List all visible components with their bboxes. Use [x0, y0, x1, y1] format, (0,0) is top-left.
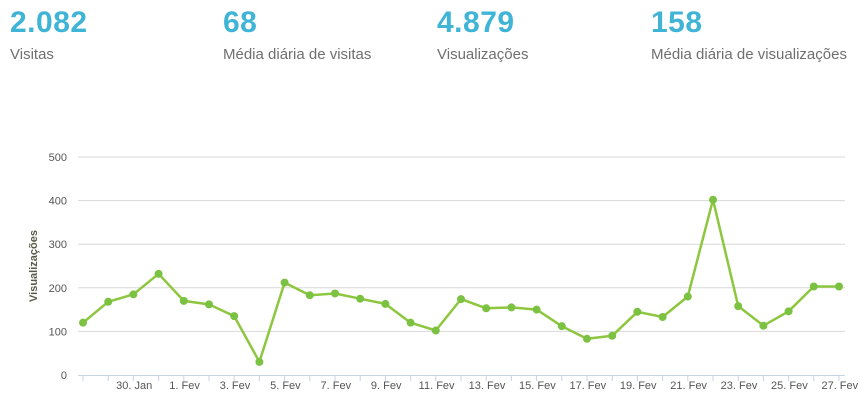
y-axis-label: Visualizações [28, 230, 40, 302]
data-point[interactable] [154, 269, 163, 278]
stat-visits-value: 2.082 [10, 6, 88, 39]
stat-daily-pageviews: 158 Média diária de visualizações [651, 0, 847, 65]
x-axis: 30. Jan 1. Fev 3. Fev 5. Fev 7. Fev 9. Fev 11.… [78, 375, 859, 392]
summary-stats: 2.082 Visitas 68 Média diária de visitas… [0, 0, 865, 80]
stat-daily-visits-label: Média diária de visitas [223, 46, 372, 63]
y-tick-label: 500 [49, 152, 67, 164]
y-tick-label: 0 [61, 370, 67, 382]
data-point[interactable] [431, 326, 440, 335]
series-pageviews [79, 195, 843, 366]
data-point[interactable] [809, 282, 818, 291]
data-point[interactable] [381, 299, 390, 308]
data-point[interactable] [683, 292, 692, 301]
stat-daily-visits-value: 68 [223, 6, 258, 39]
y-tick-label: 100 [49, 326, 67, 338]
data-point[interactable] [205, 300, 213, 309]
x-tick-label: 15. Fev [519, 380, 556, 392]
data-point[interactable] [129, 290, 138, 299]
x-tick-label: 5. Fev [270, 380, 301, 392]
data-point[interactable] [784, 307, 793, 316]
x-tick-label: 3. Fev [220, 380, 251, 392]
x-tick-label: 21. Fev [670, 380, 707, 392]
x-tick-label: 9. Fev [371, 380, 402, 392]
stat-daily-pageviews-label: Média diária de visualizações [651, 46, 847, 63]
data-point[interactable] [104, 297, 113, 306]
data-point[interactable] [482, 304, 491, 313]
x-tick-label: 11. Fev [419, 380, 455, 392]
x-tick-label: 1. Fev [169, 380, 200, 392]
stat-daily-pageviews-value: 158 [651, 6, 703, 39]
data-point[interactable] [457, 295, 465, 304]
x-tick-label: 27. Fev [821, 380, 858, 392]
data-point[interactable] [230, 312, 239, 321]
stat-daily-visits: 68 Média diária de visitas [223, 0, 371, 65]
y-axis-ticks: 0 100 200 300 400 500 [49, 152, 67, 382]
data-point[interactable] [79, 318, 87, 327]
data-point[interactable] [406, 318, 415, 327]
x-tick-label: 19. Fev [620, 380, 657, 392]
data-point[interactable] [759, 321, 768, 330]
data-point[interactable] [557, 322, 566, 331]
x-tick-label: 25. Fev [771, 380, 808, 392]
y-tick-label: 200 [49, 283, 67, 295]
data-point[interactable] [255, 357, 264, 366]
data-point[interactable] [734, 302, 743, 311]
data-point[interactable] [280, 278, 289, 287]
x-tick-label: 13. Fev [469, 380, 506, 392]
series-line [82, 198, 839, 364]
data-point[interactable] [305, 291, 314, 300]
data-point[interactable] [835, 282, 843, 291]
data-point[interactable] [179, 296, 188, 305]
stat-visits-label: Visitas [10, 46, 54, 63]
data-point[interactable] [532, 305, 541, 314]
data-point[interactable] [331, 289, 339, 298]
data-point[interactable] [709, 195, 717, 204]
y-tick-label: 300 [49, 239, 67, 251]
chart-grid [78, 156, 845, 332]
x-tick-label: 17. Fev [569, 380, 606, 392]
data-point[interactable] [356, 294, 365, 303]
stat-pageviews-label: Visualizações [437, 46, 529, 63]
stat-visits: 2.082 Visitas [10, 0, 88, 65]
x-tick-label: 30. Jan [116, 380, 152, 392]
x-tick-label: 7. Fev [321, 380, 352, 392]
x-tick-label: 23. Fev [721, 380, 758, 392]
stat-pageviews: 4.879 Visualizações [437, 0, 528, 65]
y-tick-label: 400 [49, 196, 67, 208]
data-point[interactable] [507, 303, 516, 312]
data-point[interactable] [658, 313, 667, 322]
data-point[interactable] [633, 307, 642, 316]
data-point[interactable] [608, 331, 617, 340]
data-point[interactable] [583, 334, 591, 343]
stat-pageviews-value: 4.879 [437, 6, 515, 39]
